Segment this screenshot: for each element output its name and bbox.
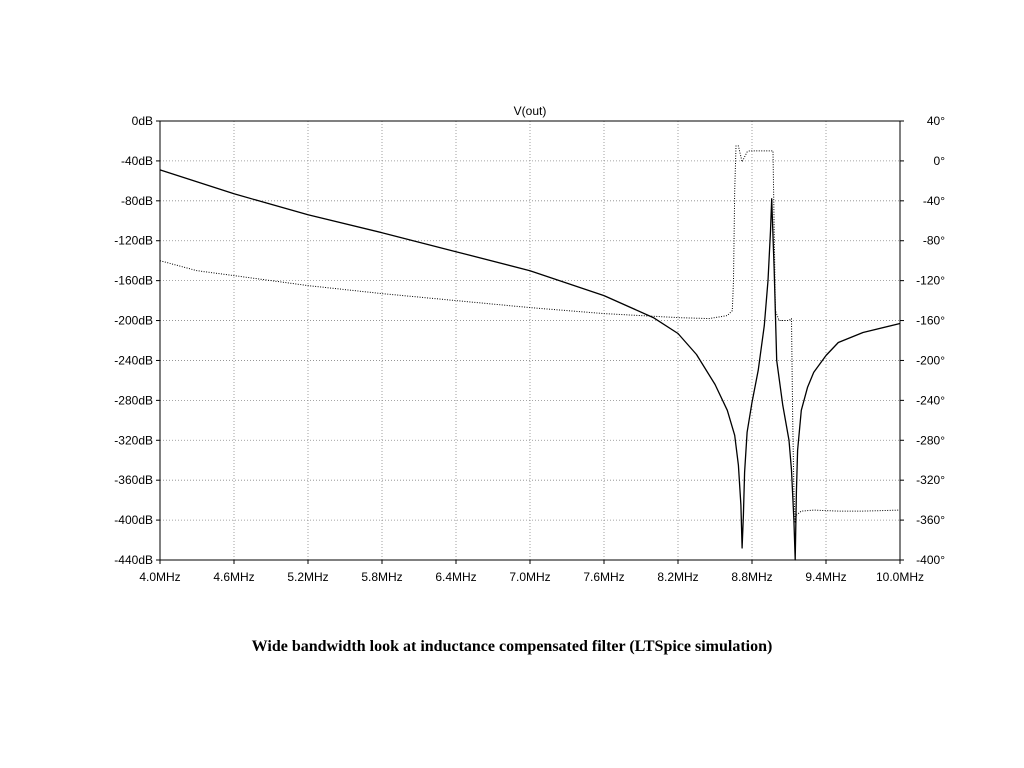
- y2-tick-label: -280°: [916, 433, 945, 447]
- x-tick-label: 7.0MHz: [509, 570, 550, 584]
- magnitude-trace: [159, 169, 901, 561]
- y2-tick-label: -240°: [916, 393, 945, 407]
- traces: [159, 145, 901, 561]
- x-tick-label: 5.8MHz: [361, 570, 402, 584]
- trace-title: V(out): [514, 104, 547, 118]
- y2-tick-label: -200°: [916, 353, 945, 367]
- tick-labels: 4.0MHz 4.6MHz 5.2MHz 5.8MHz 6.4MHz 7.0MHz 7.6M…: [114, 114, 945, 584]
- y-tick-label: -240dB: [114, 353, 153, 367]
- x-tick-label: 5.2MHz: [287, 570, 328, 584]
- y2-tick-label: -40°: [923, 194, 945, 208]
- phase-trace: [159, 145, 901, 524]
- y2-tick-label: -80°: [923, 234, 945, 248]
- x-tick-label: 4.0MHz: [139, 570, 180, 584]
- y2-tick-label: 40°: [927, 114, 945, 128]
- x-tick-label: 9.4MHz: [805, 570, 846, 584]
- y-tick-label: -360dB: [114, 473, 153, 487]
- y2-tick-label: -320°: [916, 473, 945, 487]
- x-tick-label: 8.8MHz: [731, 570, 772, 584]
- y-tick-label: -280dB: [114, 393, 153, 407]
- y2-tick-label: -400°: [916, 553, 945, 567]
- y2-tick-label: -360°: [916, 513, 945, 527]
- grid-lines: [160, 121, 900, 560]
- x-tick-label: 10.0MHz: [876, 570, 924, 584]
- y-tick-label: -320dB: [114, 433, 153, 447]
- y-tick-label: -80dB: [121, 194, 153, 208]
- y-tick-label: -440dB: [114, 553, 153, 567]
- y2-tick-label: -120°: [916, 274, 945, 288]
- x-tick-label: 7.6MHz: [583, 570, 624, 584]
- y2-tick-label: -160°: [916, 314, 945, 328]
- figure-caption: Wide bandwidth look at inductance compen…: [251, 638, 773, 655]
- y-tick-label: -120dB: [114, 234, 153, 248]
- x-tick-label: 6.4MHz: [435, 570, 476, 584]
- x-tick-label: 4.6MHz: [213, 570, 254, 584]
- y-tick-label: -160dB: [114, 274, 153, 288]
- tick-marks: [156, 120, 904, 564]
- y2-tick-label: 0°: [934, 154, 946, 168]
- y-tick-label: -400dB: [114, 513, 153, 527]
- x-tick-label: 8.2MHz: [657, 570, 698, 584]
- y-tick-label: 0dB: [132, 114, 153, 128]
- y-tick-label: -200dB: [114, 314, 153, 328]
- y-tick-label: -40dB: [121, 154, 153, 168]
